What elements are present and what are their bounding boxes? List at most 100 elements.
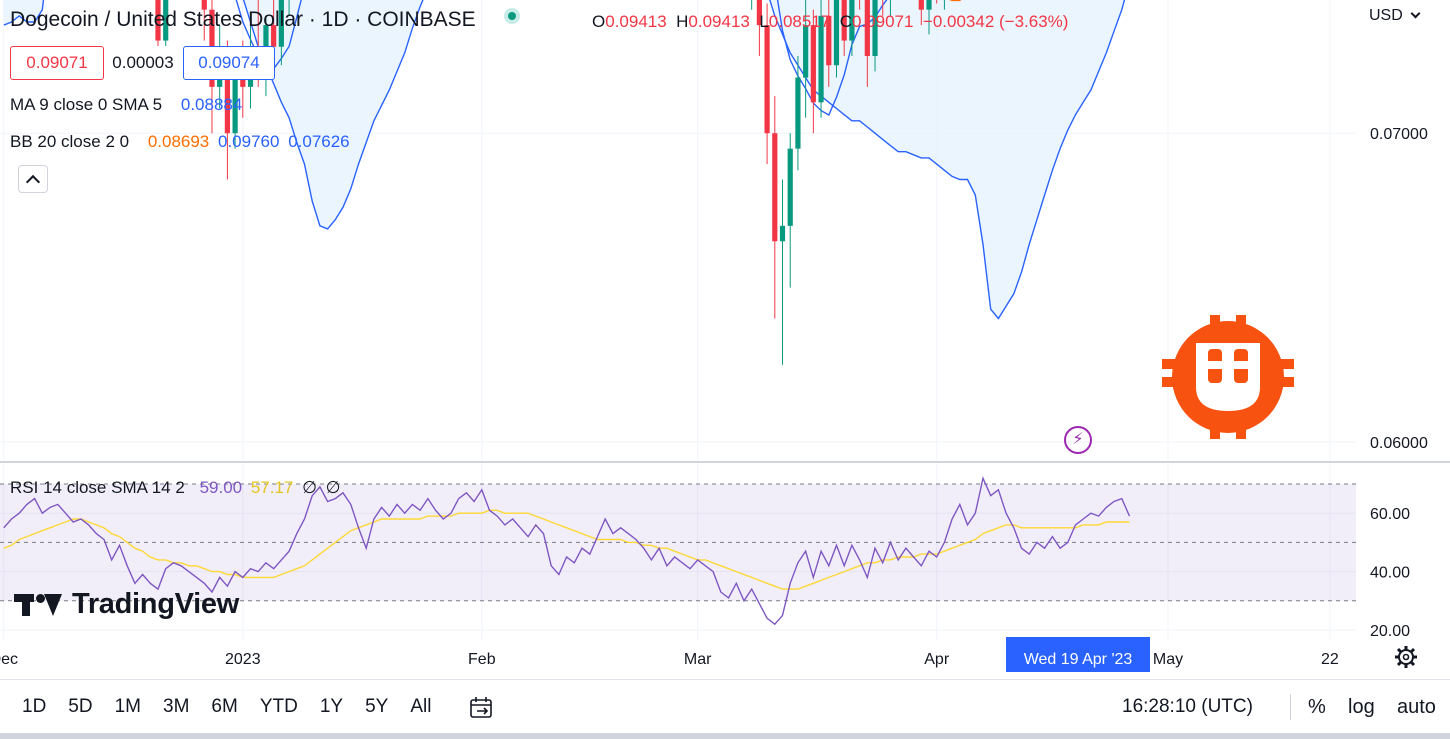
- ohlc-low-key: L: [759, 12, 769, 31]
- spread-box: 0.00003: [106, 46, 180, 80]
- utc-clock[interactable]: 16:28:10 (UTC): [1122, 696, 1253, 717]
- candle-body: [849, 0, 855, 41]
- bb-label: BB 20 close 2 0: [10, 132, 130, 151]
- timeframe-all[interactable]: All: [410, 696, 432, 717]
- collapse-legend-button[interactable]: [18, 165, 48, 193]
- crosshair-date-label: Wed 19 Apr '23: [1024, 651, 1133, 668]
- tradingview-watermark: TradingView: [14, 588, 239, 621]
- ohlc-legend: O0.09413 H0.09413 L0.08517 C0.09071 −0.0…: [592, 12, 1068, 32]
- calendar-icon: [470, 697, 493, 718]
- candle-body: [818, 15, 824, 103]
- rsi-legend[interactable]: RSI 14 close SMA 14 2 59.00 57.17 ∅ ∅: [10, 478, 340, 498]
- candle-body: [779, 225, 786, 242]
- candle-body: [201, 0, 207, 10]
- log-scale-toggle[interactable]: log: [1348, 695, 1375, 718]
- timeframe-1y[interactable]: 1Y: [319, 696, 344, 717]
- time-tick-label: Dec: [0, 651, 18, 668]
- chevron-up-icon: [25, 174, 41, 189]
- rsi-line: [3, 475, 1131, 626]
- market-status-icon: [503, 8, 520, 24]
- axes: 0.110000.100000.070000.060000.097600.090…: [0, 126, 1428, 672]
- grid: [0, 0, 1450, 640]
- time-tick-label: 2023: [225, 651, 261, 668]
- ohlc-low-value: 0.08517: [768, 12, 831, 31]
- candle-body: [872, 0, 878, 56]
- candle-body: [787, 148, 793, 226]
- candle-body: [864, 0, 870, 57]
- ma-legend[interactable]: MA 9 close 0 SMA 5 0.08884: [10, 95, 242, 115]
- go-to-date-button[interactable]: [469, 696, 493, 718]
- candle-body: [772, 133, 778, 242]
- candle-body: [756, 0, 762, 26]
- ohlc-close-value: 0.09071: [851, 12, 914, 31]
- candle-body: [155, 0, 161, 41]
- rsi-ma-value: 57.17: [250, 478, 294, 497]
- candle-body: [764, 25, 770, 134]
- candle-body: [841, 0, 847, 41]
- bottom-border: [0, 733, 1450, 739]
- tradingview-wordmark: TradingView: [72, 588, 239, 620]
- currency-label: USD: [1369, 7, 1403, 24]
- auto-scale-toggle[interactable]: auto: [1397, 695, 1436, 718]
- ohlc-high-key: H: [676, 12, 689, 31]
- chart-settings-button[interactable]: [1394, 645, 1418, 669]
- rsi-pane: [0, 475, 1356, 626]
- time-tick-label: 22: [1321, 651, 1339, 668]
- candle-body: [232, 71, 238, 134]
- candle-body: [918, 0, 924, 10]
- candle-body: [795, 77, 801, 149]
- bb-lower-line: [3, 0, 1126, 320]
- sell-price-box[interactable]: 0.09071: [10, 46, 104, 80]
- replay-lightning-button[interactable]: ⚡: [1064, 426, 1092, 454]
- candle-body: [163, 0, 169, 41]
- candle-body: [271, 25, 277, 47]
- rsi-extra-1: ∅: [302, 478, 317, 497]
- timeframe-1m[interactable]: 1M: [114, 696, 141, 717]
- crosshair-date-bg: [1006, 637, 1150, 672]
- bollinger-bands: [3, 0, 1126, 320]
- timeframe-1d[interactable]: 1D: [22, 696, 47, 717]
- bb-lower-value: 0.07626: [288, 132, 350, 151]
- candle-body: [278, 0, 284, 47]
- rsi-tick-label: 40.00: [1370, 565, 1410, 582]
- ohlc-change: −0.00342 (−3.63%): [922, 12, 1069, 31]
- rsi-tick-label: 20.00: [1370, 623, 1410, 640]
- time-tick-label: May: [1153, 651, 1183, 668]
- sell-price: 0.09071: [26, 53, 88, 72]
- candle-body: [263, 25, 269, 66]
- percent-scale-toggle[interactable]: %: [1308, 695, 1326, 718]
- bb-legend[interactable]: BB 20 close 2 0 0.08693 0.09760 0.07626: [10, 132, 350, 152]
- gear-icon: [1395, 646, 1417, 668]
- timeframe-5y[interactable]: 5Y: [365, 696, 389, 717]
- rsi-ma-line: [3, 509, 1130, 590]
- price-tick-label: 0.07000: [1370, 126, 1428, 143]
- spread-value: 0.00003: [112, 53, 174, 72]
- bb-upper-value: 0.09760: [218, 132, 280, 151]
- candle-body: [826, 15, 832, 66]
- rsi-label: RSI 14 close SMA 14 2: [10, 478, 185, 497]
- timeframe-3m[interactable]: 3M: [163, 696, 190, 717]
- currency-selector[interactable]: USD: [1369, 7, 1421, 25]
- price-tick-label: 0.06000: [1370, 435, 1428, 452]
- timeframe-6m[interactable]: 6M: [211, 696, 238, 717]
- symbol-title-text: Dogecoin / United States Dollar · 1D · C…: [10, 8, 476, 31]
- candle-body: [224, 56, 230, 134]
- candles: [155, 0, 945, 365]
- time-tick-label: Mar: [684, 651, 712, 668]
- candle-body: [803, 25, 809, 78]
- bb-basis-value: 0.08693: [147, 132, 210, 151]
- bb-fill: [3, 0, 1125, 319]
- timeframe-ytd[interactable]: YTD: [259, 696, 298, 717]
- ohlc-close-key: C: [839, 12, 852, 31]
- coin-logo: [1162, 315, 1294, 439]
- ohlc-open-key: O: [592, 12, 606, 31]
- rsi-tick-label: 60.00: [1370, 506, 1410, 523]
- ma-label: MA 9 close 0 SMA 5: [10, 95, 163, 114]
- buy-price-box[interactable]: 0.09074: [183, 46, 275, 80]
- time-tick-label: Feb: [468, 651, 496, 668]
- symbol-title[interactable]: Dogecoin / United States Dollar · 1D · C…: [10, 8, 520, 32]
- time-tick-label: Apr: [924, 651, 950, 668]
- chevron-down-icon: [1410, 8, 1421, 19]
- timeframe-5d[interactable]: 5D: [68, 696, 93, 717]
